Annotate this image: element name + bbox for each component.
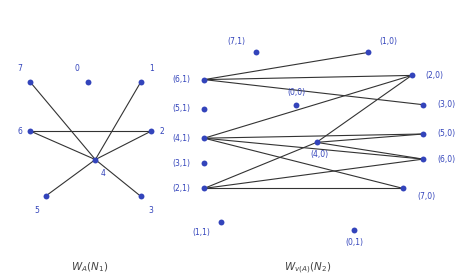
Text: (3,0): (3,0) <box>437 100 455 109</box>
Text: (6,1): (6,1) <box>172 75 190 84</box>
Point <box>419 157 427 161</box>
Text: (2,0): (2,0) <box>426 71 444 80</box>
Text: (1,0): (1,0) <box>380 37 398 46</box>
Text: (4,0): (4,0) <box>310 150 328 159</box>
Point <box>201 161 208 165</box>
Text: 3: 3 <box>149 206 154 215</box>
Point <box>399 186 407 191</box>
Point <box>84 80 91 84</box>
Point <box>350 228 358 232</box>
Point <box>27 80 34 84</box>
Text: (0,1): (0,1) <box>345 238 363 247</box>
Text: $W_A(N_1)$: $W_A(N_1)$ <box>72 260 109 273</box>
Point <box>201 78 208 82</box>
Text: 0: 0 <box>75 64 80 73</box>
Text: 6: 6 <box>18 127 22 136</box>
Point <box>408 73 415 78</box>
Point <box>91 158 99 162</box>
Point <box>201 186 208 191</box>
Text: 4: 4 <box>100 169 105 178</box>
Point <box>419 132 427 136</box>
Text: (7,0): (7,0) <box>417 192 435 201</box>
Text: (7,1): (7,1) <box>227 37 245 46</box>
Point <box>218 220 225 224</box>
Point <box>419 103 427 107</box>
Text: 1: 1 <box>149 64 154 73</box>
Text: (5,1): (5,1) <box>172 104 190 113</box>
Point <box>201 107 208 111</box>
Point <box>201 136 208 140</box>
Text: (6,0): (6,0) <box>437 155 455 164</box>
Text: (1,1): (1,1) <box>192 228 210 237</box>
Point <box>313 140 320 144</box>
Point <box>137 80 145 84</box>
Text: (4,1): (4,1) <box>172 134 190 143</box>
Point <box>252 50 260 55</box>
Text: 7: 7 <box>18 64 22 73</box>
Text: $W_{v(A)}(N_2)$: $W_{v(A)}(N_2)$ <box>284 260 331 273</box>
Point <box>365 50 372 55</box>
Point <box>292 103 300 107</box>
Text: (5,0): (5,0) <box>437 129 455 138</box>
Text: (2,1): (2,1) <box>172 184 190 193</box>
Point <box>42 194 49 198</box>
Text: 2: 2 <box>159 127 164 136</box>
Text: (0,0): (0,0) <box>287 88 305 97</box>
Point <box>27 129 34 133</box>
Point <box>147 129 155 133</box>
Point <box>137 194 145 198</box>
Text: 5: 5 <box>34 206 39 215</box>
Text: (3,1): (3,1) <box>172 159 190 168</box>
